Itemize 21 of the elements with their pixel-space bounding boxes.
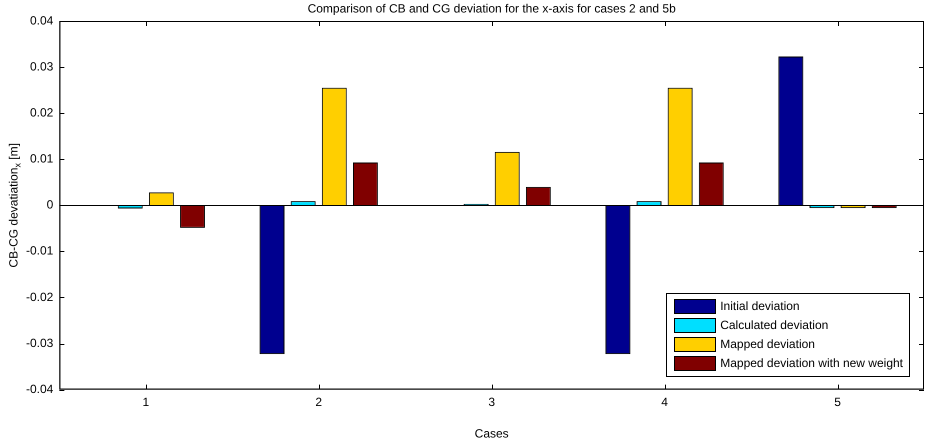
y-tick-label: 0.03 [30,59,54,74]
legend-label: Initial deviation [720,298,800,315]
x-tick-label: 2 [315,395,322,410]
legend-label: Mapped deviation with new weight [720,354,903,372]
y-axis-title: CB-CG devatiationx [m] [6,143,23,268]
y-tick-label: -0.01 [26,244,54,258]
x-tick-label: 5 [834,395,842,410]
x-tick-label: 4 [661,395,668,410]
y-tick-label: 0.02 [30,105,54,120]
y-tick-label: -0.03 [26,336,54,350]
y-tick-label: -0.02 [26,290,54,304]
x-axis-title: Cases [474,426,509,440]
y-tick-label: -0.04 [26,382,54,396]
legend-label: Mapped deviation [720,336,815,353]
y-tick-label: 0.01 [30,152,54,166]
y-tick-label: 0 [46,198,54,212]
y-tick-label: 0.04 [30,13,54,28]
legend-label: Calculated deviation [720,316,828,334]
x-tick-label: 3 [488,395,496,410]
x-tick-label: 1 [142,395,150,410]
chart-title: Comparison of CB and CG deviation for the x-axis for cases 2 and 5b [308,1,676,16]
